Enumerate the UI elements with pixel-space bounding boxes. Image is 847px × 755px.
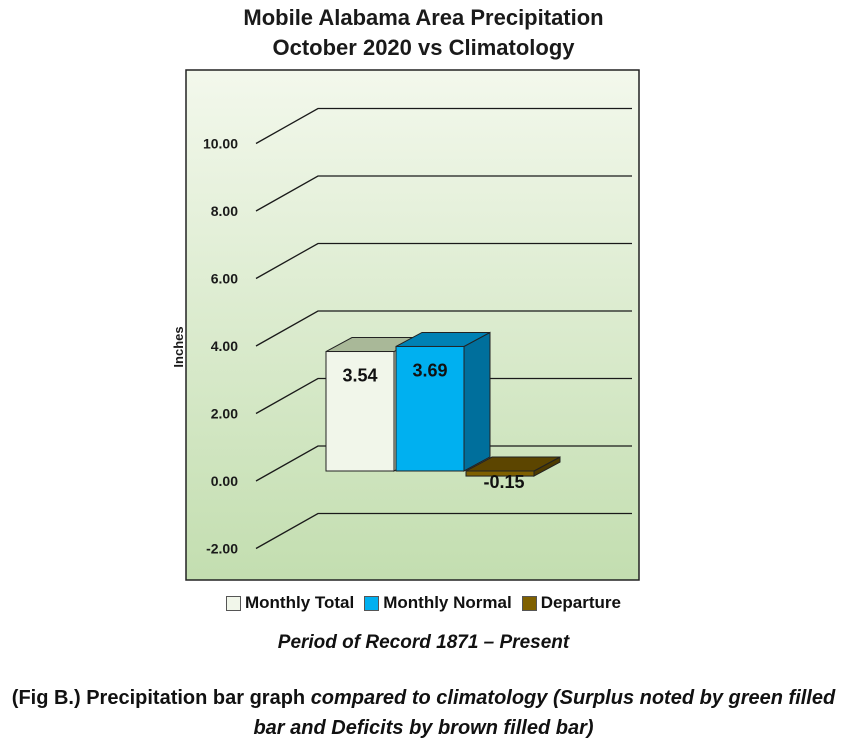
y-tick-label: -2.00: [206, 541, 238, 557]
legend-swatch-monthly-normal: [364, 595, 380, 611]
y-tick-label: 8.00: [211, 203, 238, 219]
y-axis-label: Inches: [171, 326, 186, 367]
gridline: [255, 512, 632, 550]
legend-swatch-monthly-total: [226, 595, 241, 611]
y-tick-label: 4.00: [211, 338, 238, 354]
figure-caption: (Fig B.) Precipitation bar graph compare…: [0, 683, 847, 743]
caption-lead: (Fig B.) Precipitation bar graph: [11, 687, 311, 709]
bar-front-face: [465, 470, 535, 477]
data-label: 3.54: [342, 366, 377, 386]
bar-departure: -0.15: [465, 456, 561, 492]
gridline: [255, 377, 632, 415]
caption-rest: compared to climatology (Surplus noted b…: [253, 687, 836, 739]
y-tick-label: 2.00: [211, 406, 238, 422]
gridline: [255, 242, 632, 280]
y-tick-label: 10.00: [203, 136, 238, 152]
gridline: [255, 310, 632, 347]
gridline: [255, 445, 632, 482]
legend-label-departure: Departure: [540, 593, 621, 612]
chart-area: -2.00 0.00 2.00 4.00 6.00 8.00 10.00 Inches 3.…: [171, 69, 640, 581]
chart-title-line-1: Mobile Alabama Area Precipitation: [243, 5, 604, 30]
legend-swatch-departure: [521, 595, 537, 611]
gridline: [255, 107, 632, 145]
legend: Monthly Total Monthly Normal Departure: [0, 593, 847, 613]
legend-label-monthly-total: Monthly Total: [245, 593, 355, 612]
bar-side-face: [463, 331, 491, 472]
plot-background: [185, 69, 640, 581]
gridline: [255, 175, 632, 212]
y-axis-ticks: -2.00 0.00 2.00 4.00 6.00 8.00 10.00: [203, 136, 238, 557]
gridlines: [255, 107, 632, 550]
legend-item-monthly-total: Monthly Total: [226, 593, 354, 613]
legend-label-monthly-normal: Monthly Normal: [383, 593, 512, 612]
data-label: 3.69: [412, 360, 447, 380]
bar-front-face: [395, 345, 465, 472]
bar-front-face: [325, 351, 395, 472]
bar-monthly-normal: 3.69: [395, 331, 491, 472]
period-of-record: Period of Record 1871 – Present: [277, 632, 570, 653]
legend-item-monthly-normal: Monthly Normal: [364, 593, 512, 613]
legend-item-departure: Departure: [521, 593, 621, 613]
y-tick-label: 6.00: [211, 271, 238, 287]
y-tick-label: 0.00: [211, 473, 238, 489]
bars: 3.54 3.69 -0.15: [325, 331, 561, 492]
data-label: -0.15: [483, 472, 524, 492]
chart-title-line-2: October 2020 vs Climatology: [272, 35, 575, 60]
